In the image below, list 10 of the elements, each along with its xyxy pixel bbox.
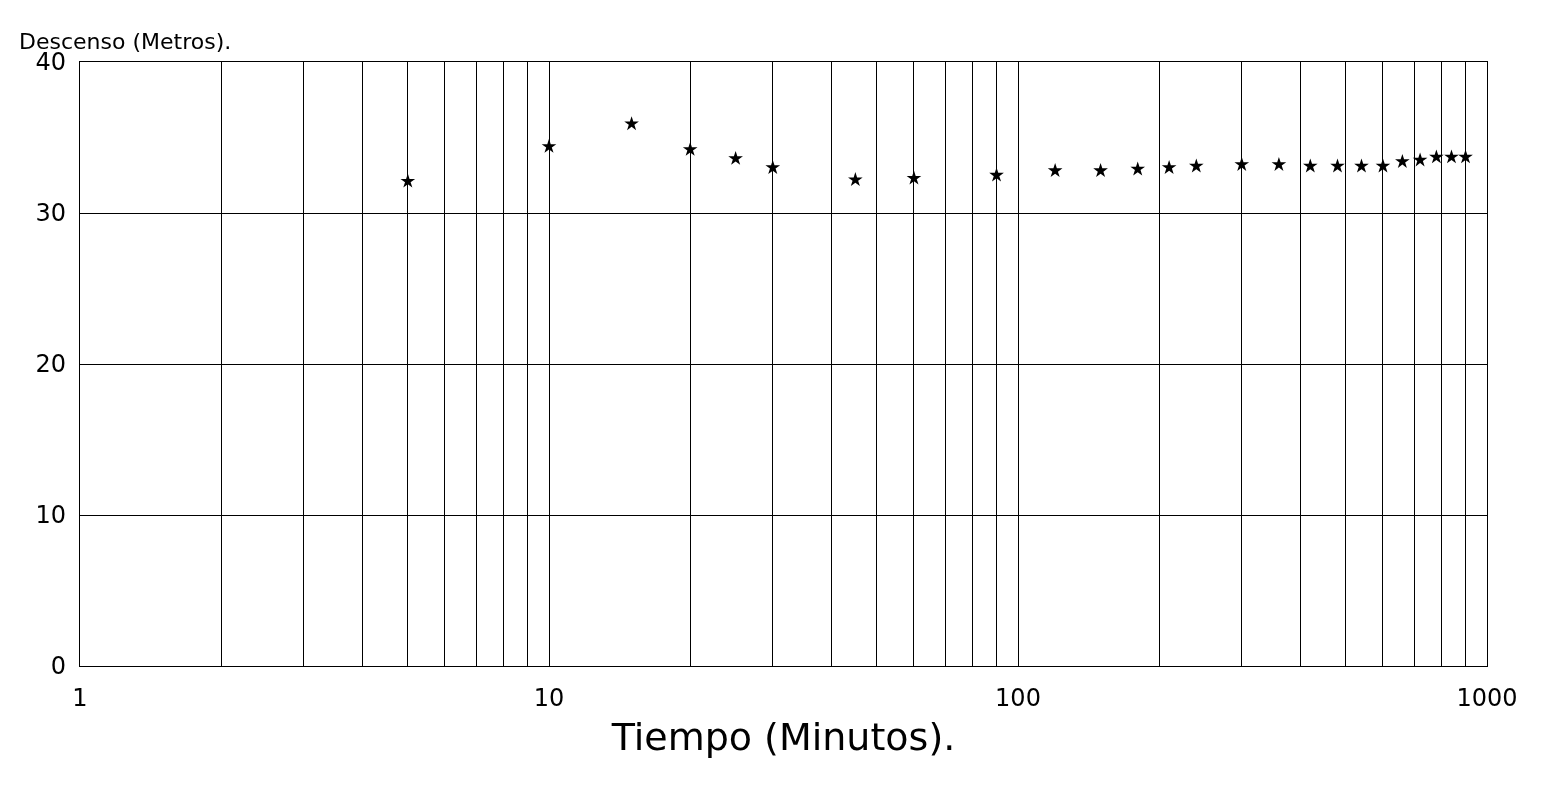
x-tick-label: 10	[533, 683, 565, 712]
y-tick-label: 10	[35, 501, 67, 530]
x-tick-label: 1000	[1456, 683, 1518, 712]
y-tick-label: 40	[35, 48, 67, 77]
x-axis-title: Tiempo (Minutos).	[610, 715, 956, 760]
y-tick-label: 20	[35, 350, 67, 379]
y-tick-label: 0	[50, 652, 67, 681]
x-tick-label: 100	[995, 683, 1041, 712]
x-tick-label: 1	[72, 683, 88, 712]
y-tick-label: 30	[35, 199, 67, 228]
